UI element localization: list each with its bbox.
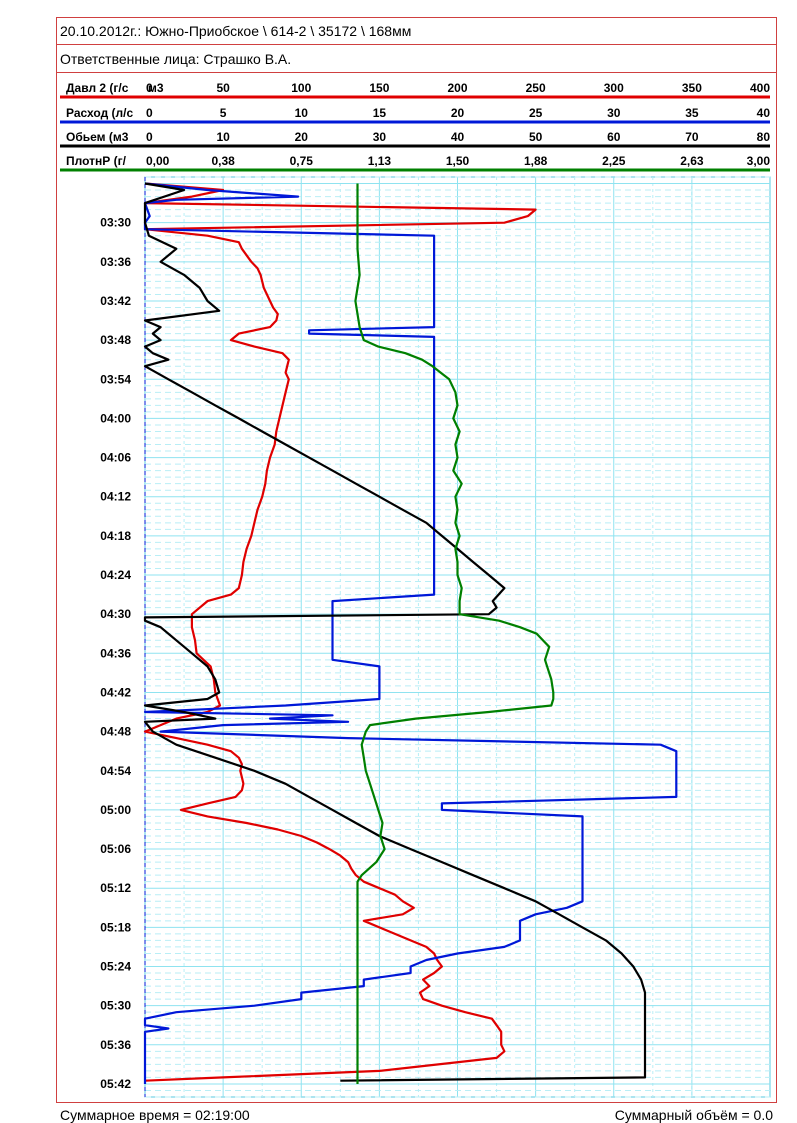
time-tick-label: 04:42	[100, 685, 131, 699]
scale-label: ПлотнР (г/	[66, 154, 127, 168]
scale-tick-label: 30	[373, 130, 387, 144]
chart-frame	[56, 17, 777, 1103]
time-tick-label: 04:12	[100, 490, 131, 504]
time-tick-label: 05:12	[100, 881, 131, 895]
scale-tick-label: 2,25	[602, 154, 626, 168]
scale-tick-label: 0	[146, 81, 153, 95]
scale-tick-label: 2,63	[680, 154, 704, 168]
scale-tick-label: 0	[146, 130, 153, 144]
time-tick-label: 05:18	[100, 920, 131, 934]
time-tick-label: 03:30	[100, 216, 131, 230]
series-line	[143, 182, 647, 1082]
time-tick-label: 03:54	[100, 372, 131, 386]
time-tick-label: 05:42	[100, 1077, 131, 1091]
scale-tick-label: 30	[607, 106, 621, 120]
scale-tick-label: 1,88	[524, 154, 548, 168]
scale-tick-label: 20	[451, 106, 465, 120]
time-tick-label: 03:48	[100, 333, 131, 347]
scale-tick-label: 1,50	[446, 154, 470, 168]
time-tick-label: 03:42	[100, 294, 131, 308]
scale-tick-label: 100	[291, 81, 311, 95]
scale-tick-label: 70	[685, 130, 699, 144]
time-tick-label: 04:48	[100, 725, 131, 739]
scale-tick-label: 25	[529, 106, 543, 120]
series-line	[143, 182, 678, 1084]
scale-tick-label: 350	[682, 81, 702, 95]
time-tick-label: 04:06	[100, 451, 131, 465]
time-tick-label: 03:36	[100, 255, 131, 269]
time-tick-label: 04:18	[100, 529, 131, 543]
scale-label: Расход (л/с	[66, 106, 133, 120]
time-tick-label: 04:00	[100, 411, 131, 425]
scale-label: Обьем (м3	[66, 130, 129, 144]
scale-tick-label: 40	[451, 130, 465, 144]
time-tick-label: 05:30	[100, 999, 131, 1013]
time-tick-label: 04:54	[100, 764, 131, 778]
scale-tick-label: 20	[295, 130, 309, 144]
scale-tick-label: 200	[447, 81, 467, 95]
scale-tick-label: 1,13	[368, 154, 392, 168]
scale-tick-label: 10	[216, 130, 230, 144]
scale-tick-label: 80	[757, 130, 771, 144]
scale-tick-label: 60	[607, 130, 621, 144]
scale-tick-label: 250	[526, 81, 546, 95]
time-tick-label: 04:36	[100, 646, 131, 660]
series-line	[354, 183, 555, 1084]
time-tick-label: 05:00	[100, 803, 131, 817]
time-tick-label: 05:36	[100, 1038, 131, 1052]
scale-tick-label: 150	[369, 81, 389, 95]
scale-tick-label: 35	[685, 106, 699, 120]
scale-tick-label: 40	[757, 106, 771, 120]
scale-tick-label: 10	[295, 106, 309, 120]
scale-tick-label: 50	[216, 81, 230, 95]
scale-tick-label: 0,38	[211, 154, 235, 168]
responsible-persons: Ответственные лица: Страшко В.А.	[56, 46, 777, 73]
scale-tick-label: 0,75	[290, 154, 314, 168]
scale-unit-suffix: м3	[148, 81, 164, 95]
scale-tick-label: 300	[604, 81, 624, 95]
total-time: Суммарное время = 02:19:00	[60, 1107, 250, 1123]
report-title: 20.10.2012г.: Южно-Приобское \ 614-2 \ 3…	[56, 18, 777, 45]
scale-tick-label: 0	[146, 106, 153, 120]
scale-tick-label: 400	[750, 81, 770, 95]
scale-label: Давл 2 (г/с	[66, 81, 129, 95]
time-tick-label: 05:24	[100, 960, 131, 974]
total-volume: Суммарный объём = 0.0	[614, 1107, 773, 1123]
time-tick-label: 04:24	[100, 568, 131, 582]
time-tick-label: 04:30	[100, 607, 131, 621]
scale-tick-label: 0,00	[146, 154, 170, 168]
scale-tick-label: 50	[529, 130, 543, 144]
scale-tick-label: 3,00	[747, 154, 771, 168]
time-tick-label: 05:06	[100, 842, 131, 856]
scale-tick-label: 15	[373, 106, 387, 120]
scale-tick-label: 5	[220, 106, 227, 120]
